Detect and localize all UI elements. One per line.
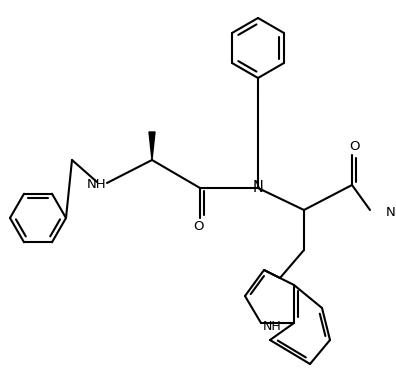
Text: NH: NH <box>86 179 106 192</box>
Text: NH: NH <box>263 319 282 333</box>
Text: N: N <box>253 180 263 195</box>
Text: NH₂: NH₂ <box>386 205 396 218</box>
Text: O: O <box>193 220 203 233</box>
Text: O: O <box>349 141 359 154</box>
Polygon shape <box>149 132 155 160</box>
